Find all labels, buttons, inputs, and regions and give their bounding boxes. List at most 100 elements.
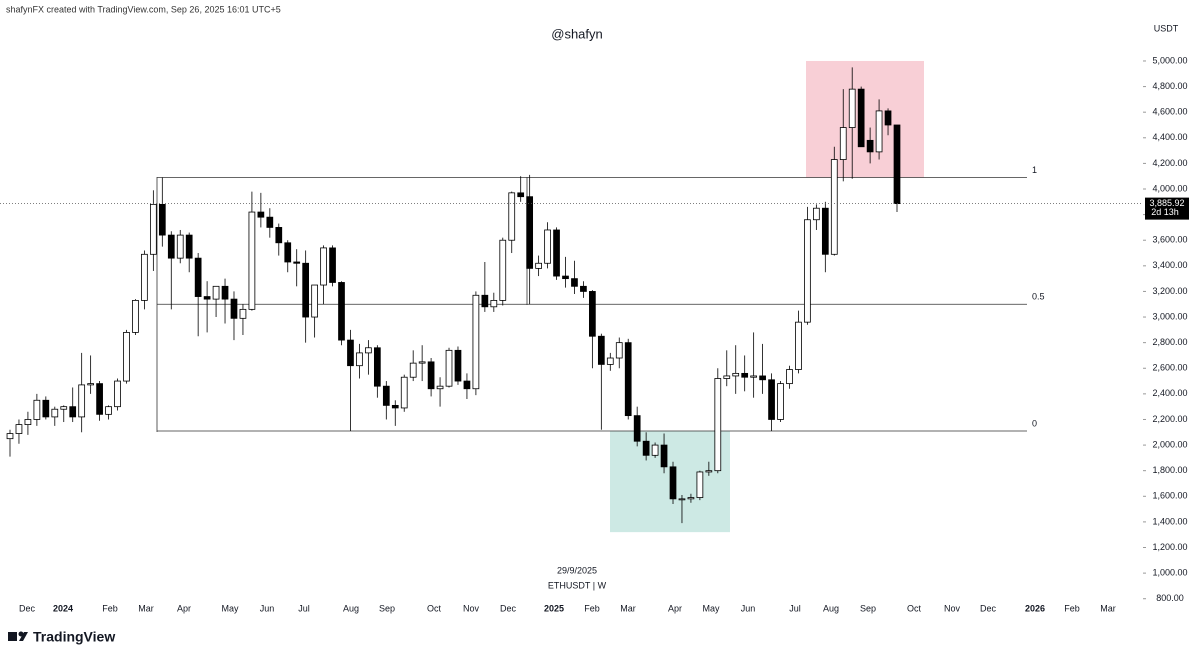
candle-body [167,234,175,259]
candle-body [660,444,668,468]
candle-body [544,229,551,264]
candle-body [678,498,686,501]
y-tick-label: 2,600.00 [1152,363,1187,373]
candle-body [445,349,453,387]
candle-body [311,284,318,318]
candle-body [185,234,193,259]
date-label: 29/9/2025 [557,565,597,575]
candle-body [759,375,766,381]
candle-body [454,349,462,382]
candle-body [642,440,650,456]
candle-body [768,379,775,420]
candle-body [597,335,605,365]
x-tick-label: 2026 [1025,603,1045,613]
candle-body [15,424,23,434]
y-tick-label: 800.00 [1156,593,1184,603]
x-tick-label: Nov [463,603,480,613]
candle-body [356,352,363,367]
candle-body [266,216,274,228]
brand-logo: TradingView [8,629,115,645]
candle-body [741,372,749,378]
candle-body [499,239,507,301]
y-tick-label: 4,800.00 [1152,81,1187,91]
candle-body [624,342,632,417]
candle-body [212,285,220,300]
brand: TradingView [33,629,115,645]
candle-body [338,282,345,341]
candle-body [239,308,247,319]
candle-body [51,408,59,418]
x-tick-label: Oct [427,603,442,613]
candle-body [284,242,292,263]
candle-body [714,378,722,472]
y-tick-label: 1,400.00 [1152,516,1187,526]
x-tick-label: Mar [138,603,154,613]
candle-body [821,207,829,255]
x-tick-label: May [221,603,239,613]
x-tick-label: Jul [298,603,310,613]
candle-body [795,321,802,370]
x-axis: Dec 2024 Feb Mar Apr May Jun Jul Aug Sep Oct Nov Dec… [19,603,1116,613]
candle-body [33,399,41,420]
candle-body [257,211,265,218]
candle-body [830,159,838,255]
candle-body [893,124,901,205]
candle-body [804,219,811,323]
candle-body [132,299,139,333]
x-tick-label: Mar [620,603,636,613]
candle-body [6,433,14,440]
candle-body [750,375,758,378]
candles [6,67,901,524]
level-label: 0 [1032,418,1037,428]
x-tick-label: Dec [500,603,517,613]
logo-icon [19,632,28,641]
candle-body [302,262,310,318]
x-tick-label: Aug [823,603,839,613]
candle-body [651,444,659,456]
x-tick-label: Sep [860,603,876,613]
candle-body [839,127,847,160]
candle-body [786,369,793,385]
candle-body [508,192,516,241]
y-tick-label: 1,200.00 [1152,542,1187,552]
x-tick-label: 2024 [53,603,73,613]
x-tick-label: Dec [980,603,997,613]
level-label: 1 [1032,165,1037,175]
candle-body [813,207,820,221]
chart-title: @shafyn [551,26,603,41]
y-tick-label: 4,600.00 [1152,107,1187,117]
x-tick-label: Dec [19,603,36,613]
candle-body [606,357,614,365]
candle-body [365,347,372,354]
candle-body [42,399,50,418]
y-axis-label: USDT [1154,23,1179,33]
candle-body [203,296,211,300]
candle-body [329,247,336,283]
candle-body [230,298,238,319]
candle-body [60,406,68,410]
candle-body [589,291,596,337]
logo-icon [8,632,17,641]
candle-body [418,361,426,364]
y-tick-label: 3,400.00 [1152,260,1187,270]
candle-body [96,383,103,415]
level-label: 0.5 [1032,292,1045,302]
y-tick-label: 1,600.00 [1152,491,1187,501]
x-tick-label: Apr [177,603,191,613]
candle-body [481,294,489,308]
candle-body [535,262,542,269]
y-tick-label: 2,800.00 [1152,337,1187,347]
candle-body [69,406,77,418]
candle-body [400,376,408,409]
candle-body [553,229,560,277]
candle-body [687,497,695,500]
candle-body [866,139,874,153]
x-tick-label: May [702,603,720,613]
candle-body [875,110,883,153]
y-tick-label: 5,000.00 [1152,55,1187,65]
candle-body [114,380,121,408]
candle-body [777,383,784,420]
candle-body [436,385,444,390]
candle-body [176,234,184,259]
candle-body [347,339,354,367]
